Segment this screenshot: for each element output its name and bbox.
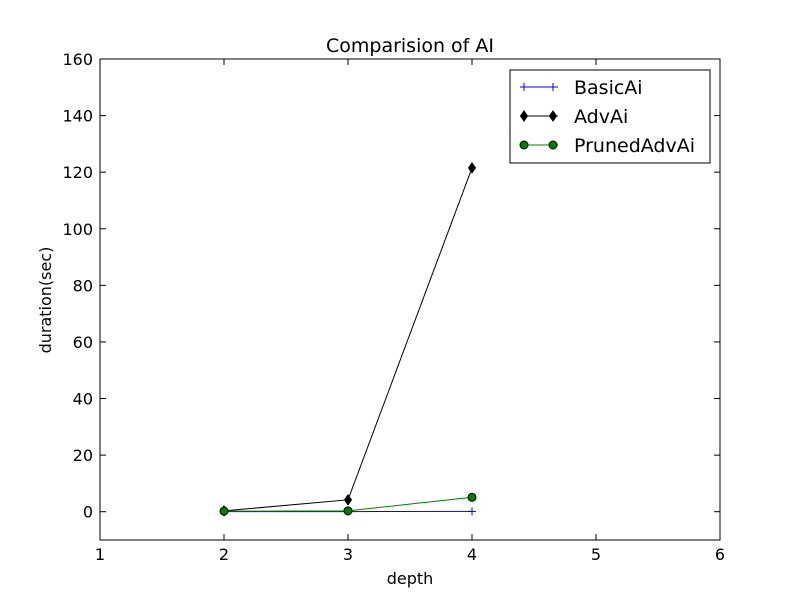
x-tick-label: 6	[715, 545, 725, 564]
data-point-AdvAi	[467, 162, 477, 174]
legend-label: BasicAi	[574, 77, 643, 99]
y-tick-label: 40	[73, 390, 93, 409]
x-tick-label: 3	[343, 545, 353, 564]
legend-marker-BasicAi	[549, 83, 557, 91]
data-point-BasicAi	[468, 507, 476, 516]
x-axis-label: depth	[387, 569, 434, 588]
plot-frame	[99, 58, 721, 541]
legend: BasicAi AdvAi PrunedAdvAi	[509, 69, 711, 164]
legend-marker-PrunedAdvAi	[548, 140, 558, 150]
legend-marker-BasicAi	[520, 83, 528, 91]
x-axis: 1 2 3 4 5 6	[95, 59, 725, 564]
y-tick-label: 80	[73, 276, 93, 295]
legend-marker-AdvAi	[519, 110, 529, 122]
data-point-PrunedAdvAi	[343, 506, 353, 516]
y-tick-label: 160	[62, 50, 93, 69]
x-tick-label: 5	[591, 545, 601, 564]
chart-title: Comparision of AI	[326, 35, 494, 57]
series-layer	[219, 162, 477, 517]
legend-marker-AdvAi	[548, 110, 558, 122]
y-tick-label: 120	[62, 163, 93, 182]
legend-label: AdvAi	[574, 106, 628, 128]
y-tick-label: 100	[62, 220, 93, 239]
y-tick-label: 20	[73, 446, 93, 465]
y-axis-label: duration(sec)	[36, 247, 55, 354]
x-tick-label: 2	[219, 545, 229, 564]
y-axis: 0 20 40 60 80 100 120 140 160	[62, 50, 720, 522]
x-tick-label: 4	[467, 545, 477, 564]
y-tick-label: 60	[73, 333, 93, 352]
y-tick-label: 0	[83, 503, 93, 522]
data-point-PrunedAdvAi	[467, 492, 477, 502]
data-point-PrunedAdvAi	[219, 506, 229, 516]
legend-marker-PrunedAdvAi	[519, 140, 529, 150]
data-point-AdvAi	[343, 493, 353, 506]
x-tick-label: 1	[95, 545, 105, 564]
legend-label: PrunedAdvAi	[574, 135, 695, 157]
y-tick-label: 140	[62, 107, 93, 126]
